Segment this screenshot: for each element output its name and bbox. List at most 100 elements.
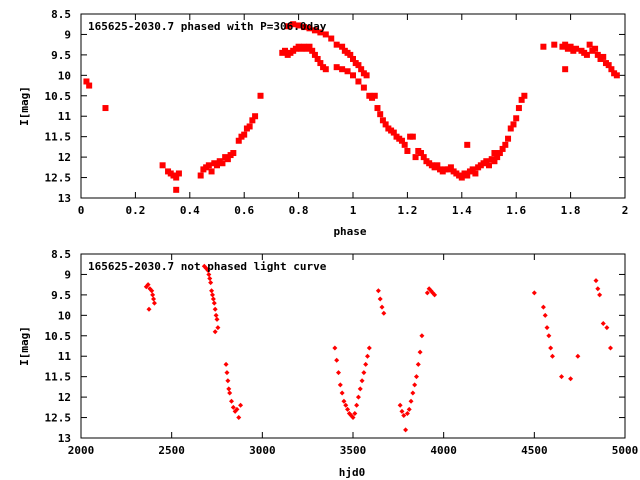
unphased-data-point	[234, 406, 240, 412]
phased-data-point	[86, 82, 93, 89]
phased-data-point	[175, 170, 182, 177]
phased-data-point	[390, 129, 397, 136]
phased-data-point	[418, 150, 424, 157]
unphased-y-tick-label: 12	[58, 391, 71, 404]
unphased-data-point	[238, 402, 244, 408]
phased-data-point	[224, 156, 231, 163]
unphased-data-point	[224, 370, 230, 376]
unphased-data-point	[575, 353, 581, 359]
unphased-data-point	[229, 398, 235, 404]
phased-x-axis-label: phase	[333, 225, 366, 238]
phased-data-point	[502, 141, 509, 148]
phased-data-point	[499, 145, 506, 152]
unphased-data-point	[361, 370, 367, 376]
unphased-y-tick-label: 11	[58, 350, 72, 363]
phased-data-point	[347, 51, 354, 58]
unphased-data-point	[531, 290, 537, 296]
phased-data-point	[311, 27, 318, 34]
unphased-data-point	[379, 304, 385, 310]
phased-data-point	[252, 113, 259, 120]
phased-data-point	[173, 174, 180, 181]
unphased-data-point	[345, 406, 351, 412]
unphased-data-point	[419, 333, 425, 339]
phased-data-point	[282, 47, 288, 54]
phased-data-point	[295, 22, 302, 29]
phased-x-tick-label: 0.6	[234, 204, 254, 217]
unphased-data-point	[404, 410, 410, 416]
unphased-data-point	[150, 292, 156, 298]
phased-x-tick-label: 1.8	[561, 204, 581, 217]
phased-data-point	[358, 66, 365, 73]
phased-data-point	[284, 23, 291, 30]
unphased-data-point	[381, 310, 387, 316]
phased-data-point	[328, 35, 335, 42]
unphased-x-axis-label: hjd0	[339, 466, 366, 479]
phased-x-tick-label: 1	[350, 204, 357, 217]
unphased-data-point	[607, 345, 613, 351]
unphased-y-tick-label: 12.5	[45, 412, 72, 425]
unphased-data-point	[339, 390, 345, 396]
phased-data-point	[447, 164, 454, 171]
phased-x-tick-label: 0.4	[180, 204, 200, 217]
phased-data-point	[249, 117, 256, 124]
phased-data-point	[513, 115, 520, 122]
phased-y-tick-label: 10	[58, 69, 71, 82]
phased-data-point	[398, 137, 405, 144]
unphased-plot-panel: 2000 2500 3000 3500 4000 4500 5000 8.5 9 9.5 10 10…	[18, 248, 638, 479]
unphased-data-point	[205, 267, 211, 273]
phased-data-point	[510, 121, 517, 128]
phased-data-point	[600, 53, 607, 60]
unphased-y-tick-label: 13	[58, 432, 71, 445]
phased-data-point	[592, 45, 599, 52]
unphased-data-point	[406, 406, 412, 412]
unphased-data-point	[417, 349, 423, 355]
phased-data-point	[420, 154, 427, 161]
unphased-data-point	[413, 374, 419, 380]
unphased-x-tick-label: 2500	[158, 444, 185, 457]
phased-y-axis-label: I[mag]	[18, 86, 31, 126]
phased-data-point	[515, 105, 522, 112]
unphased-data-point	[600, 321, 606, 327]
unphased-data-point	[549, 353, 555, 359]
unphased-data-point	[332, 345, 338, 351]
phased-x-tick-label: 1.2	[397, 204, 417, 217]
unphased-data-point	[334, 357, 340, 363]
unphased-data-point	[151, 296, 157, 302]
phased-data-point	[333, 64, 340, 71]
unphased-data-point	[359, 378, 365, 384]
phased-data-point	[608, 66, 615, 73]
phased-x-tick-label: 0.2	[125, 204, 145, 217]
unphased-data-point	[350, 415, 356, 421]
unphased-data-point	[546, 333, 552, 339]
unphased-x-tick-label: 3500	[340, 444, 367, 457]
phased-data-point	[306, 25, 313, 32]
phased-data-point	[333, 41, 340, 48]
phased-data-point	[83, 78, 90, 85]
phased-data-point	[311, 51, 318, 58]
phased-data-point	[363, 72, 370, 79]
phased-y-tick-label: 11.5	[45, 131, 72, 144]
unphased-data-point	[341, 398, 347, 404]
unphased-data-point	[212, 306, 218, 312]
phased-data-point	[322, 66, 329, 73]
phased-data-point	[594, 51, 601, 58]
unphased-data-point	[236, 415, 242, 421]
phased-data-point	[355, 78, 362, 85]
phased-data-point	[567, 43, 574, 50]
unphased-data-point	[432, 292, 438, 298]
phased-data-point	[382, 121, 389, 128]
unphased-y-tick-label: 9.5	[51, 289, 71, 302]
unphased-data-point	[210, 296, 216, 302]
phased-plot-frame	[80, 13, 626, 199]
phased-data-point	[290, 21, 297, 28]
phased-data-point	[605, 62, 612, 69]
phased-data-point	[377, 111, 384, 118]
unphased-data-point	[343, 402, 349, 408]
unphased-data-point	[146, 306, 152, 312]
phased-y-tick-label: 11	[58, 110, 72, 123]
unphased-data-point	[355, 394, 361, 400]
phased-data-point	[518, 96, 525, 103]
unphased-data-point	[206, 271, 212, 277]
phased-data-point	[339, 66, 346, 73]
unphased-data-point	[223, 361, 229, 367]
